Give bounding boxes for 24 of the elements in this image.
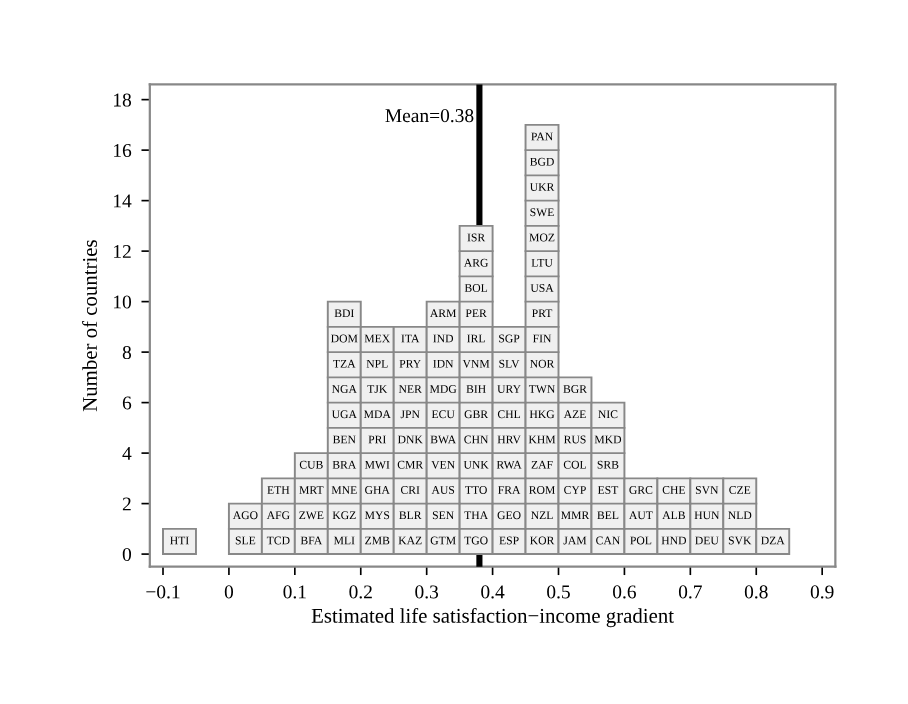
- x-axis-title: Estimated life satisfaction−income gradient: [311, 607, 674, 628]
- y-tick-label: 12: [114, 244, 131, 258]
- y-tick-label: 6: [122, 396, 132, 410]
- x-tick-label: 0.3: [415, 585, 439, 599]
- x-tick-label: 0.8: [744, 585, 768, 599]
- y-axis-title: Number of countries: [82, 240, 97, 412]
- x-tick-label: 0.5: [547, 585, 570, 599]
- x-tick-label: 0.4: [481, 585, 505, 599]
- y-tick-label: 10: [114, 295, 132, 309]
- x-tick-label: 0: [224, 585, 234, 599]
- y-tick-label: 14: [114, 194, 132, 208]
- y-tick-label: 4: [122, 447, 132, 460]
- ref-line-label: Mean=0.38: [385, 109, 474, 123]
- x-tick-label: 0.9: [810, 585, 834, 599]
- x-tick-label: 0.1: [283, 585, 306, 599]
- x-tick-label: 0.2: [349, 585, 372, 599]
- y-tick-label: 2: [122, 497, 131, 511]
- x-tick-label: 0.7: [678, 585, 702, 599]
- y-tick-label: 16: [114, 144, 132, 158]
- x-tick-label: 0.6: [613, 585, 636, 599]
- y-tick-label: 18: [114, 93, 132, 107]
- x-tick-label: −0.1: [146, 585, 180, 599]
- y-tick-label: 0: [122, 547, 132, 562]
- y-tick-label: 8: [122, 345, 132, 360]
